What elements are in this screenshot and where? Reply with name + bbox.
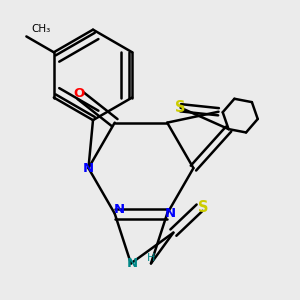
Text: N: N	[114, 202, 125, 215]
Text: N: N	[127, 257, 138, 270]
Text: S: S	[176, 100, 186, 115]
Text: CH₃: CH₃	[31, 24, 50, 34]
Text: H: H	[147, 253, 155, 263]
Text: O: O	[73, 87, 84, 100]
Text: S: S	[198, 200, 208, 215]
Text: N: N	[83, 162, 94, 175]
Text: N: N	[165, 207, 176, 220]
